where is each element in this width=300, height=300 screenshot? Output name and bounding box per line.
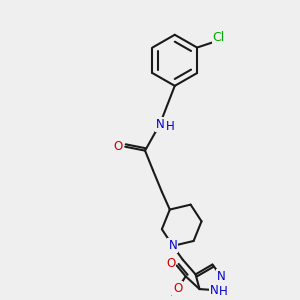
Text: N: N [217,270,226,283]
Text: N: N [155,118,164,130]
Text: N: N [210,284,219,297]
Text: O: O [114,140,123,153]
Text: H: H [219,285,228,298]
Text: H: H [165,120,174,133]
Text: O: O [166,257,176,270]
Text: O: O [173,282,182,295]
Text: Cl: Cl [213,31,225,44]
Text: N: N [168,239,177,252]
